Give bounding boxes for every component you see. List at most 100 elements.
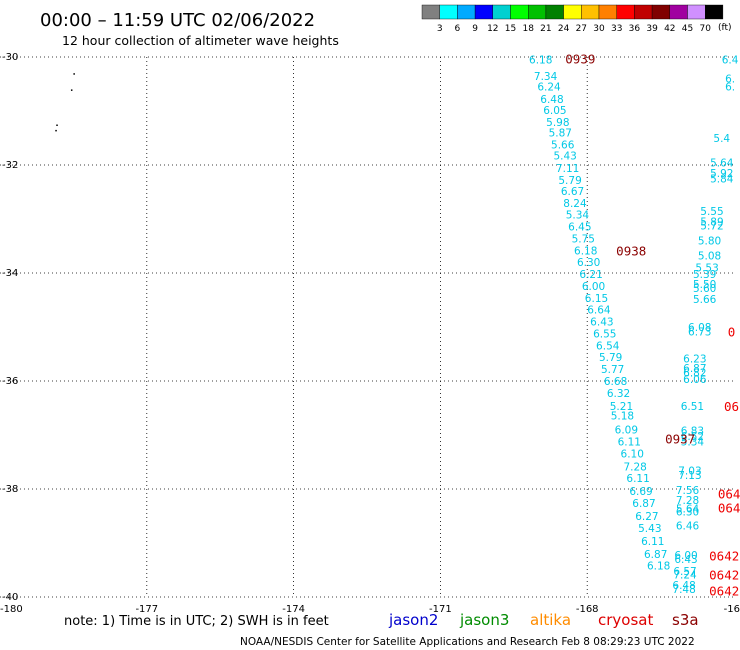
y-tick-label: -40 xyxy=(2,592,18,603)
swh-value: 6.87 xyxy=(683,363,706,375)
swh-value: 6.24 xyxy=(537,82,561,94)
swh-value: 7.28 xyxy=(676,495,699,507)
units-label: (ft) xyxy=(718,23,732,33)
swh-value: 6.30 xyxy=(577,257,600,269)
time-label: 0 xyxy=(728,324,736,339)
colorbar-swatch xyxy=(421,4,440,20)
y-tick-label: -32 xyxy=(2,160,18,171)
colorbar-swatch xyxy=(492,4,511,20)
swh-value: 6.21 xyxy=(579,269,602,281)
swh-value: 6. xyxy=(725,82,735,94)
swh-value: 6.09 xyxy=(615,425,638,437)
colorbar-swatch xyxy=(598,4,617,20)
swh-value: 6.43 xyxy=(590,317,613,329)
swh-value: 6.55 xyxy=(593,328,616,340)
colorbar-swatch xyxy=(687,4,706,20)
swh-value: 6.54 xyxy=(596,340,620,352)
swh-value: 5.34 xyxy=(566,210,590,222)
note-text: note: 1) Time is in UTC; 2) SWH is in fe… xyxy=(64,614,329,629)
swh-value: 6.87 xyxy=(632,498,655,510)
swh-value: 7.34 xyxy=(534,71,558,83)
swh-value: 6.27 xyxy=(635,511,658,523)
y-tick-label: -36 xyxy=(2,376,18,387)
swh-value: 6.57 xyxy=(673,566,696,578)
land-point xyxy=(56,124,58,126)
swh-value: 5.79 xyxy=(599,352,622,364)
swh-value: 5.77 xyxy=(601,364,624,376)
colorbar-tick-label: 45 xyxy=(682,24,693,34)
swh-value: 5.53 xyxy=(695,263,718,275)
swh-value: 5.43 xyxy=(638,523,661,535)
colorbar-tick-label: 27 xyxy=(576,24,587,34)
swh-value: 6.11 xyxy=(626,473,649,485)
swh-value: 6.48 xyxy=(672,580,695,592)
swh-value: 5.34 xyxy=(681,436,705,448)
colorbar-tick-label: 18 xyxy=(522,24,534,34)
swh-value: 5.75 xyxy=(572,233,595,245)
swh-value: 7.13 xyxy=(678,470,701,482)
satellite-legend-jason2: jason2 xyxy=(388,611,438,629)
swh-value: 5.50 xyxy=(693,279,716,291)
colorbar-tick-label: 30 xyxy=(593,24,605,34)
swh-value: 5.66 xyxy=(551,139,575,151)
time-label: 0937 xyxy=(665,431,695,446)
colorbar-swatch xyxy=(439,4,458,20)
swh-value: 6.18 xyxy=(647,561,670,573)
chart-title: 00:00 – 11:59 UTC 02/06/2022 xyxy=(40,10,315,31)
colorbar-tick-label: 9 xyxy=(472,24,478,34)
swh-value: 5.80 xyxy=(698,236,721,248)
swh-value: 6.73 xyxy=(688,326,711,338)
x-tick-label: -177 xyxy=(135,604,158,615)
land-point xyxy=(70,89,73,91)
x-tick-label: -16 xyxy=(724,604,740,615)
land-point xyxy=(73,73,75,75)
swh-value: 5.43 xyxy=(553,150,576,162)
swh-value: 8.24 xyxy=(563,198,587,210)
footer-text: NOAA/NESDIS Center for Satellite Applica… xyxy=(240,636,695,648)
satellite-legend-jason3: jason3 xyxy=(459,611,509,629)
swh-value: 6.51 xyxy=(681,401,704,413)
swh-value: 5.92 xyxy=(710,168,733,180)
swh-value: 7.24 xyxy=(673,569,697,581)
colorbar-tick-label: 39 xyxy=(646,24,658,34)
colorbar-swatch xyxy=(616,4,635,20)
colorbar-swatch xyxy=(510,4,529,20)
swh-value: 5.18 xyxy=(611,411,634,423)
colorbar-swatch xyxy=(705,4,724,20)
colorbar-swatch xyxy=(474,4,494,20)
colorbar-swatch xyxy=(545,4,564,20)
swh-value: 6.11 xyxy=(641,536,664,548)
time-label: 0642 xyxy=(709,549,739,564)
grid-lines xyxy=(0,56,734,598)
colorbar-swatch xyxy=(581,4,600,20)
time-label: 064 xyxy=(718,486,740,501)
y-tick-label: -30 xyxy=(2,52,18,63)
swh-value: 6.82 xyxy=(683,367,706,379)
colorbar-swatch xyxy=(528,4,547,20)
swh-value: 6.23 xyxy=(683,353,706,365)
swh-value: 7.03 xyxy=(678,466,701,478)
swh-value: 6.52 xyxy=(681,431,704,443)
time-label: 0939 xyxy=(565,52,595,67)
track-main: 6.187.346.246.486.055.985.875.665.437.11… xyxy=(529,55,670,573)
swh-value: 5.98 xyxy=(546,117,569,129)
y-tick-label: -38 xyxy=(2,484,18,495)
axis-tick-labels: -30 -32 -34 -36 -38 -40 -177 -174 -171 -168 -180 -1… xyxy=(0,52,740,615)
swh-value: 5.64 xyxy=(676,503,700,515)
swh-value: 5.79 xyxy=(558,175,581,187)
swh-value: 6.18 xyxy=(529,55,552,67)
swh-value: 6.06 xyxy=(683,374,707,386)
satellite-legend: jason2 jason3 altika cryosat s3a xyxy=(388,611,699,629)
swh-value: 6.68 xyxy=(604,376,627,388)
x-tick-label: -168 xyxy=(576,604,599,615)
colorbar-swatch xyxy=(669,4,688,20)
colorbar-tick-label: 3 xyxy=(437,24,443,34)
colorbar-tick-label: 42 xyxy=(664,24,675,34)
swh-value: 6.08 xyxy=(688,322,711,334)
x-tick-label: -171 xyxy=(429,604,452,615)
swh-value: 5.64 xyxy=(710,157,734,169)
swh-value: 5.87 xyxy=(549,128,572,140)
swh-value: 6.87 xyxy=(644,549,667,561)
x-tick-label: -174 xyxy=(282,604,305,615)
